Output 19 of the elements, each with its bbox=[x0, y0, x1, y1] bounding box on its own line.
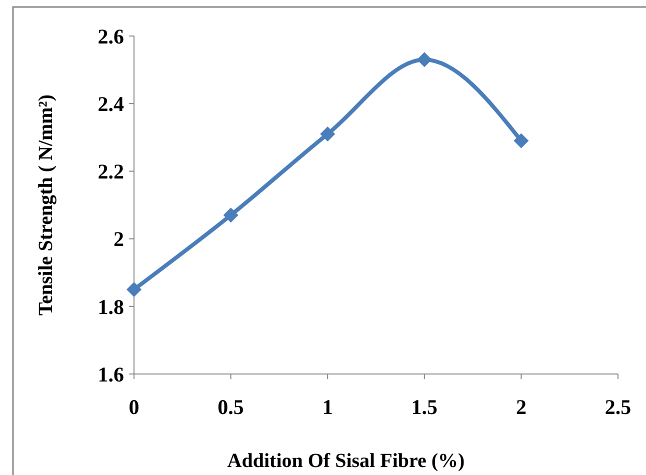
point bbox=[126, 282, 142, 297]
x-tick-label: 1.5 bbox=[411, 395, 438, 419]
x-axis-title: Addition Of Sisal Fibre (%) bbox=[227, 450, 465, 472]
x-tick-label: 0 bbox=[128, 395, 140, 419]
x-tick-label: 2 bbox=[516, 395, 526, 419]
y-tick-label: 1.6 bbox=[98, 362, 124, 386]
x-tick-label: 0.5 bbox=[218, 395, 244, 419]
y-tick-label: 2 bbox=[114, 227, 124, 252]
y-axis-title: Tensile Strength ( N/mm²) bbox=[35, 94, 57, 316]
y-tick-label: 1.8 bbox=[98, 294, 124, 319]
y-tick-label: 2.6 bbox=[98, 24, 124, 48]
point bbox=[514, 133, 529, 148]
point bbox=[416, 52, 432, 68]
y-tick-label: 2.2 bbox=[98, 160, 124, 184]
y-tick-label: 2.4 bbox=[98, 92, 124, 116]
point bbox=[223, 208, 238, 223]
point bbox=[320, 126, 336, 142]
x-tick-label: 1 bbox=[322, 395, 333, 419]
x-tick-label: 2.5 bbox=[604, 395, 632, 419]
